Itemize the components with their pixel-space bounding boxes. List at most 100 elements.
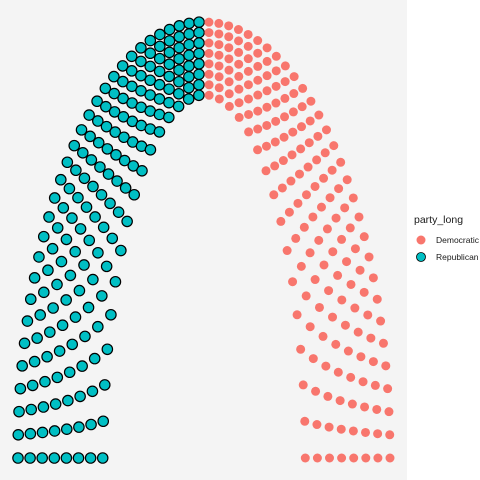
- seat-republican: [144, 34, 157, 47]
- seat-democratic: [224, 54, 234, 64]
- seat-republican: [153, 65, 166, 78]
- seat-democratic: [314, 110, 324, 120]
- seat-group: [12, 16, 395, 464]
- seat-democratic: [234, 98, 244, 108]
- seat-democratic: [328, 312, 338, 322]
- seat-republican: [63, 182, 76, 195]
- seat-democratic: [280, 77, 290, 87]
- seat-republican: [84, 452, 97, 464]
- seat-republican: [33, 251, 45, 263]
- seat-republican: [75, 124, 88, 136]
- seat-democratic: [262, 71, 272, 81]
- seat-republican: [47, 302, 59, 314]
- seat-democratic: [340, 320, 350, 330]
- seat-republican: [163, 46, 176, 59]
- seat-democratic: [253, 61, 263, 71]
- seat-democratic: [305, 322, 315, 332]
- seat-democratic: [359, 232, 369, 242]
- seat-republican: [112, 206, 125, 218]
- seat-republican: [66, 212, 78, 224]
- seat-democratic: [224, 65, 234, 75]
- seat-democratic: [271, 66, 281, 76]
- seat-democratic: [337, 295, 347, 305]
- seat-republican: [64, 269, 77, 282]
- seat-republican: [73, 284, 86, 297]
- seat-democratic: [304, 138, 314, 148]
- seat-republican: [48, 425, 61, 437]
- seat-democratic: [312, 420, 322, 430]
- seat-democratic: [300, 416, 310, 426]
- seat-republican: [37, 230, 50, 243]
- seat-democratic: [318, 331, 328, 341]
- seat-democratic: [342, 175, 352, 185]
- seat-republican: [92, 320, 104, 333]
- seat-democratic: [269, 190, 279, 200]
- seat-republican: [128, 188, 141, 201]
- seat-republican: [55, 255, 68, 268]
- seat-democratic: [373, 429, 383, 439]
- seat-republican: [46, 242, 59, 255]
- seat-democratic: [340, 203, 350, 213]
- seat-democratic: [224, 32, 234, 42]
- seat-republican: [172, 100, 185, 113]
- seat-democratic: [308, 354, 318, 364]
- seat-republican: [117, 111, 130, 123]
- seat-democratic: [295, 169, 304, 179]
- seat-democratic: [234, 84, 244, 94]
- seat-republican: [78, 172, 91, 185]
- seat-democratic: [313, 131, 323, 141]
- seat-democratic: [381, 361, 391, 371]
- seat-republican: [21, 315, 34, 327]
- seat-republican: [118, 154, 131, 167]
- seat-republican: [60, 423, 73, 436]
- seat-democratic: [312, 155, 322, 165]
- seat-republican: [87, 273, 99, 286]
- seat-democratic: [334, 184, 344, 194]
- seat-democratic: [204, 17, 214, 27]
- seat-democratic: [360, 427, 370, 437]
- seat-democratic: [328, 247, 338, 257]
- seat-democratic: [355, 265, 365, 275]
- seat-republican: [48, 192, 61, 204]
- seat-democratic: [360, 402, 370, 412]
- seat-democratic: [277, 183, 287, 193]
- seat-republican: [108, 87, 120, 100]
- seat-republican: [193, 37, 205, 49]
- seat-democratic: [214, 50, 224, 60]
- seat-democratic: [243, 66, 253, 76]
- seat-republican: [109, 275, 122, 288]
- seat-republican: [98, 379, 111, 391]
- seat-democratic: [310, 275, 320, 285]
- seat-democratic: [346, 372, 356, 382]
- seat-democratic: [261, 141, 271, 151]
- seat-democratic: [280, 93, 290, 103]
- seat-democratic: [214, 83, 224, 93]
- seat-democratic: [324, 286, 334, 296]
- seat-republican: [76, 360, 88, 372]
- seat-democratic: [284, 207, 294, 217]
- seat-democratic: [243, 29, 253, 39]
- seat-democratic: [289, 72, 299, 82]
- seat-democratic: [253, 36, 263, 46]
- seat-republican: [69, 311, 82, 323]
- seat-republican: [193, 58, 205, 70]
- seat-democratic: [343, 346, 353, 356]
- seat-democratic: [253, 48, 263, 58]
- seat-republican: [135, 42, 147, 54]
- seat-democratic: [288, 277, 298, 287]
- seat-republican: [12, 428, 25, 441]
- seat-republican: [153, 78, 166, 91]
- seat-republican: [74, 223, 87, 235]
- seat-republican: [28, 355, 41, 368]
- seat-republican: [42, 264, 54, 277]
- seat-democratic: [280, 112, 290, 122]
- seat-democratic: [319, 260, 329, 270]
- seat-republican: [85, 418, 97, 431]
- seat-democratic: [370, 380, 380, 390]
- seat-democratic: [358, 377, 368, 387]
- seat-democratic: [276, 216, 286, 226]
- seat-republican: [193, 16, 205, 28]
- seat-republican: [51, 371, 64, 384]
- seat-democratic: [335, 396, 345, 406]
